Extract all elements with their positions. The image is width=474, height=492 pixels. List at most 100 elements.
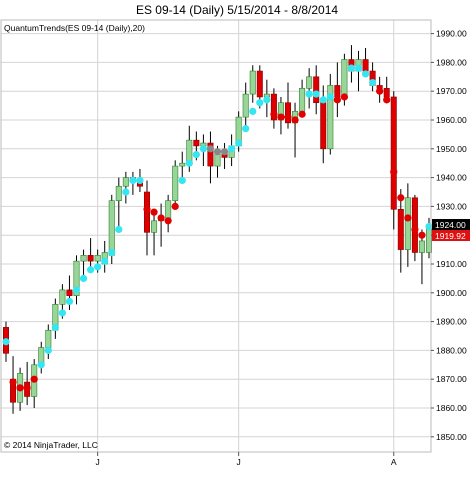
signal-dot-red [164,217,172,225]
signal-dot-cyan [136,176,144,185]
y-tick-label: 1890.00 [436,317,467,327]
signal-dot-cyan [101,257,109,265]
signal-dot-red [150,208,158,216]
signal-dot-cyan [129,176,137,185]
candle-body-up [418,240,425,253]
candle-body-up [341,59,348,98]
candle-body-up [249,70,256,95]
signal-dot-red [397,194,405,202]
signal-dot-gray [206,145,215,153]
signal-dot-red [277,113,285,121]
y-tick-label: 1930.00 [436,201,467,211]
signal-dot-cyan [361,70,370,78]
candle-body-up [59,289,66,305]
signal-dot-red [418,231,426,239]
signal-dot-gray [213,148,222,156]
signal-dot-red [383,96,391,104]
last-price-label: 1924.00 [435,220,466,230]
candle-body-down [383,88,390,98]
signal-dot-cyan [185,159,193,167]
y-tick-label: 1910.00 [436,259,467,269]
signal-dot-cyan [312,90,320,98]
signal-dot-cyan [319,96,327,104]
candle-body-up [108,200,115,256]
indicator-label: QuantumTrends(ES 09-14 (Daily),20) [4,23,145,33]
candle-body-down [313,76,320,104]
candle-body-up [151,220,158,233]
signal-dots [2,64,433,392]
x-tick-label: A [391,457,397,467]
plot-frame [0,19,432,453]
candle-body-up [242,93,249,118]
signal-dot-cyan [369,78,377,87]
candle-body-up [45,329,52,348]
y-tick-label: 1980.00 [436,57,467,67]
candle-body-up [94,255,101,262]
y-tick-label: 1970.00 [436,86,467,96]
signal-price-marker [432,230,470,241]
y-tick-label: 1880.00 [436,345,467,355]
y-tick-label: 1860.00 [436,403,467,413]
candle-body-up [122,177,129,187]
candle-body-up [299,88,306,112]
signal-dot-cyan [347,64,356,72]
signal-dot-cyan [2,338,10,346]
signal-dot-cyan [425,222,433,231]
candle-body-down [362,59,369,72]
candle-body-down [390,96,397,210]
signal-dot-cyan [263,96,271,104]
signal-dot-red [291,116,299,124]
signal-price-label: 1919.92 [435,231,466,241]
signal-dot-cyan [79,274,88,282]
signal-dot-cyan [44,346,52,354]
signal-dot-gray [220,148,229,156]
candle-body-up [404,197,411,250]
candles [2,45,432,414]
candle-body-down [284,102,291,124]
candle-body-up [80,255,87,262]
signal-dot-red [404,214,412,222]
signal-dot-cyan [37,361,45,369]
signal-dot-red [143,205,151,213]
candle-body-up [115,185,122,201]
signal-dot-cyan [178,176,186,185]
signal-dot-cyan [242,125,250,133]
candle-body-up [327,85,334,150]
candle-body-up [179,162,186,167]
copyright-text: © 2014 NinjaTrader, LLC [4,440,98,450]
candle-body-up [306,76,313,89]
candle-body-down [270,93,277,121]
y-tick-label: 1960.00 [436,115,467,125]
signal-dot-cyan [51,323,59,331]
candle-body-down [334,85,341,98]
signal-dot-cyan [228,145,236,153]
candle-body-down [320,102,327,150]
x-tick-label: J [237,457,241,467]
signal-dot-red [298,110,306,118]
candle-body-down [397,208,404,250]
y-tick-label: 1850.00 [436,432,467,442]
signal-dot-red [30,375,38,383]
signal-dot-red [23,384,31,392]
candle-body-down [193,139,200,147]
candle-body-down [256,70,263,98]
y-tick-label: 1940.00 [436,173,467,183]
signal-dot-red [376,87,384,95]
signal-dot-red [284,113,292,121]
signal-dot-red [390,168,398,176]
signal-dot-red [157,214,165,222]
signal-dot-cyan [305,90,313,98]
signal-dot-cyan [235,139,243,147]
y-tick-label: 1900.00 [436,288,467,298]
y-tick-label: 1870.00 [436,374,467,384]
candle-body-up [165,200,172,219]
chart-title: ES 09-14 (Daily) 5/15/2014 - 8/8/2014 [136,3,338,17]
signal-dot-cyan [199,145,207,153]
signal-dot-cyan [192,150,200,159]
signal-dot-red [9,378,17,386]
signal-dot-red [16,384,24,392]
candle-body-down [87,255,94,262]
